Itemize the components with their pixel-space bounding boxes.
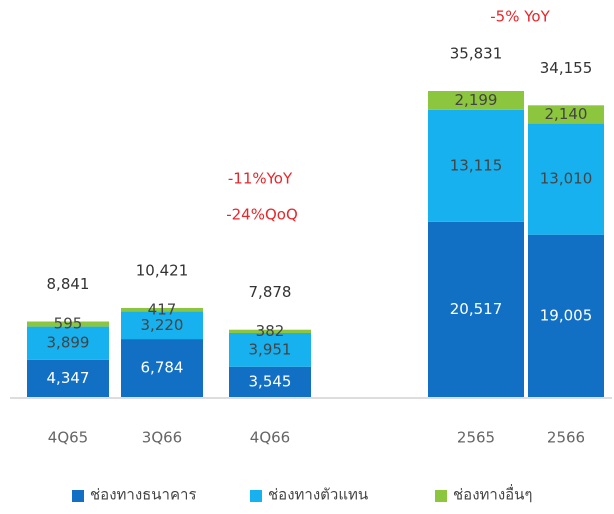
bar-segment <box>229 329 311 333</box>
value-label: 3,220 <box>141 316 184 334</box>
annotation: -5% YoY <box>490 8 550 26</box>
value-label: 417 <box>148 300 177 318</box>
x-tick-label: 4Q65 <box>48 429 88 447</box>
total-label: 8,841 <box>47 275 90 293</box>
value-label: 2,140 <box>545 105 588 123</box>
bar-segment <box>121 311 203 340</box>
bar-segment <box>121 339 203 397</box>
value-label: 3,899 <box>47 334 90 352</box>
annotation: -24%QoQ <box>226 206 298 224</box>
bar-segment <box>229 332 311 367</box>
value-label: 20,517 <box>450 300 503 318</box>
value-label: 4,347 <box>47 369 90 387</box>
value-label: 382 <box>256 322 285 340</box>
value-label: 6,784 <box>141 359 184 377</box>
total-label: 34,155 <box>540 59 593 77</box>
bar-segment <box>428 91 524 110</box>
x-tick-label: 4Q66 <box>250 429 290 447</box>
total-label: 35,831 <box>450 45 503 63</box>
value-label: 3,951 <box>249 340 292 358</box>
total-label: 7,878 <box>249 283 292 301</box>
value-label: 595 <box>54 315 83 333</box>
value-label: 2,199 <box>455 91 498 109</box>
bar-segment <box>428 109 524 222</box>
bar-segment <box>229 366 311 397</box>
bar-segment <box>528 234 604 397</box>
annotation: -11%YoY <box>228 170 293 188</box>
legend-label: ช่องทางธนาคาร <box>90 486 197 504</box>
bar-segment <box>121 308 203 312</box>
value-label: 13,010 <box>540 170 593 188</box>
legend-label: ช่องทางอื่นๆ <box>453 484 532 504</box>
bar-segment <box>428 221 524 397</box>
x-tick-label: 3Q66 <box>142 429 182 447</box>
bar-segment <box>27 359 109 397</box>
bar-segment <box>27 326 109 360</box>
value-label: 19,005 <box>540 306 593 324</box>
value-label: 3,545 <box>249 372 292 390</box>
value-label: 13,115 <box>450 156 503 174</box>
x-tick-label: 2565 <box>457 429 495 447</box>
total-label: 10,421 <box>136 262 189 280</box>
bar-segment <box>528 123 604 235</box>
legend-label: ช่องทางตัวแทน <box>268 486 368 504</box>
bar-segment <box>528 105 604 124</box>
legend-swatch <box>250 490 262 502</box>
bar-segment <box>27 321 109 327</box>
legend-swatch <box>72 490 84 502</box>
legend-swatch <box>435 490 447 502</box>
x-tick-label: 2566 <box>547 429 585 447</box>
